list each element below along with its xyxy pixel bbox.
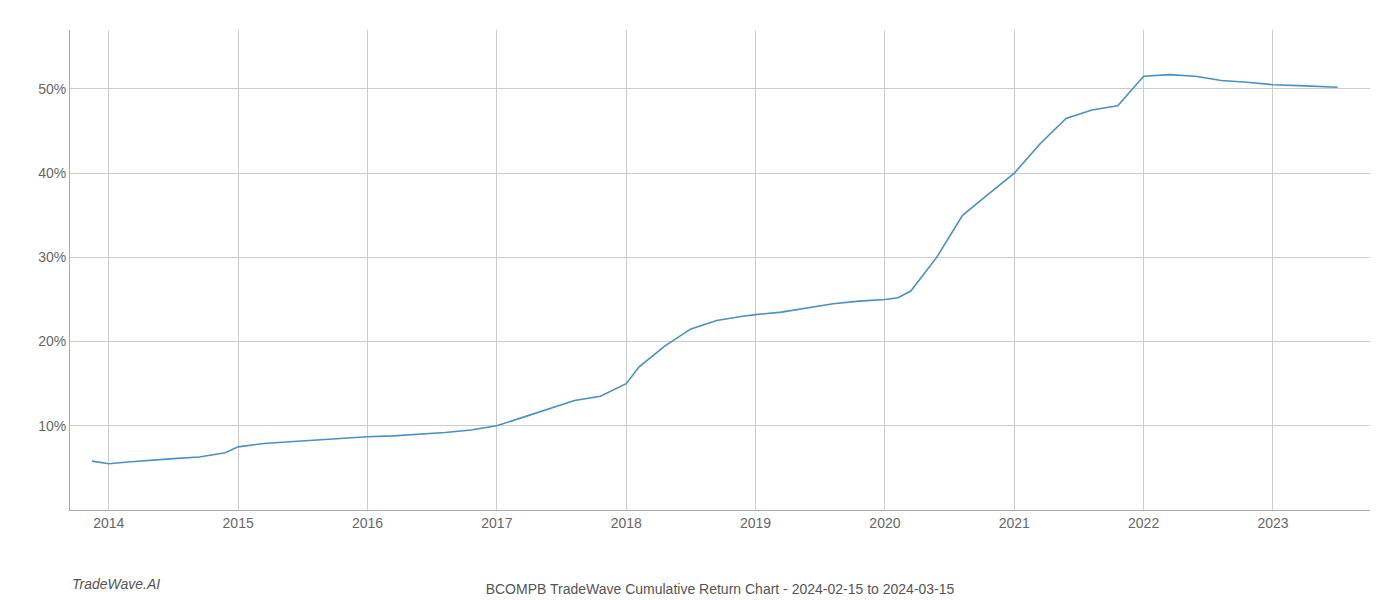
svg-text:2022: 2022	[1128, 515, 1159, 531]
svg-text:2023: 2023	[1257, 515, 1288, 531]
svg-text:BCOMPB TradeWave Cumulative Re: BCOMPB TradeWave Cumulative Return Chart…	[486, 581, 955, 597]
svg-text:30%: 30%	[38, 249, 66, 265]
svg-text:2017: 2017	[481, 515, 512, 531]
svg-text:2016: 2016	[352, 515, 383, 531]
svg-text:TradeWave.AI: TradeWave.AI	[72, 576, 160, 592]
svg-text:2015: 2015	[223, 515, 254, 531]
svg-text:10%: 10%	[38, 418, 66, 434]
svg-text:2019: 2019	[740, 515, 771, 531]
svg-text:2020: 2020	[869, 515, 900, 531]
svg-text:2021: 2021	[999, 515, 1030, 531]
svg-text:50%: 50%	[38, 81, 66, 97]
svg-text:2018: 2018	[611, 515, 642, 531]
svg-text:40%: 40%	[38, 165, 66, 181]
svg-text:2014: 2014	[93, 515, 124, 531]
svg-text:20%: 20%	[38, 333, 66, 349]
